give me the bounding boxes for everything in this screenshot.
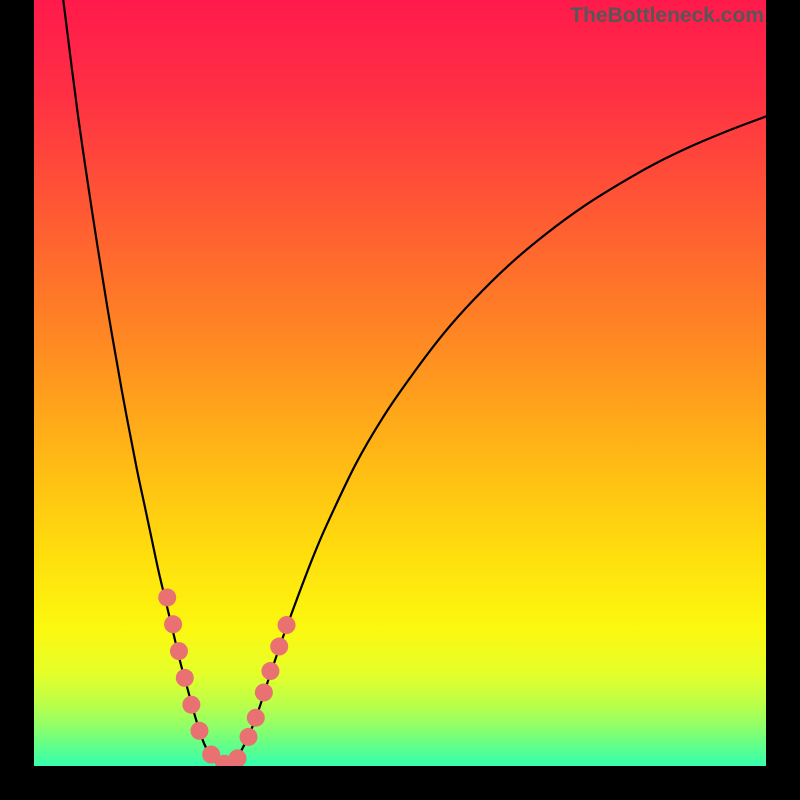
data-marker — [182, 696, 200, 714]
plot-area — [34, 0, 766, 766]
data-marker — [239, 728, 257, 746]
data-marker — [158, 588, 176, 606]
watermark-text: TheBottleneck.com — [570, 4, 764, 28]
data-marker — [270, 638, 288, 656]
data-marker — [190, 722, 208, 740]
chart-container: TheBottleneck.com — [0, 0, 800, 800]
data-marker — [255, 683, 273, 701]
bottleneck-curve-right — [224, 116, 766, 766]
curve-layer — [34, 0, 766, 766]
data-marker — [164, 615, 182, 633]
data-marker — [170, 642, 188, 660]
data-marker — [228, 749, 246, 766]
data-marker — [176, 669, 194, 687]
data-marker — [247, 709, 265, 727]
bottleneck-curve-left — [63, 0, 224, 766]
data-marker — [278, 616, 296, 634]
data-marker — [261, 662, 279, 680]
